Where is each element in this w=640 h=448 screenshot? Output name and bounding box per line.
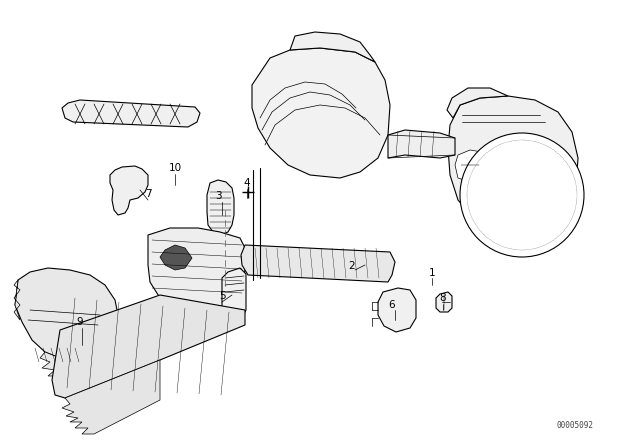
Circle shape <box>55 298 75 318</box>
Polygon shape <box>148 228 245 310</box>
Polygon shape <box>207 180 234 235</box>
Polygon shape <box>388 130 455 158</box>
Text: 00005092: 00005092 <box>557 421 593 430</box>
Polygon shape <box>62 100 200 127</box>
Polygon shape <box>447 88 508 118</box>
Polygon shape <box>455 150 485 182</box>
Polygon shape <box>290 32 375 62</box>
Polygon shape <box>15 268 118 358</box>
Polygon shape <box>62 360 160 434</box>
Text: 7: 7 <box>145 189 151 199</box>
Polygon shape <box>241 245 395 282</box>
Text: 9: 9 <box>77 317 83 327</box>
Polygon shape <box>222 268 246 320</box>
Text: 6: 6 <box>388 300 396 310</box>
Polygon shape <box>110 166 148 215</box>
Text: 3: 3 <box>214 191 221 201</box>
Ellipse shape <box>182 261 202 275</box>
Text: 1: 1 <box>429 268 435 278</box>
Ellipse shape <box>299 122 321 138</box>
Polygon shape <box>75 352 95 380</box>
Polygon shape <box>436 292 452 312</box>
Text: 4: 4 <box>244 178 250 188</box>
Polygon shape <box>160 245 192 270</box>
Polygon shape <box>40 352 60 376</box>
Polygon shape <box>252 48 390 178</box>
Text: 10: 10 <box>168 163 182 173</box>
Circle shape <box>460 133 584 257</box>
Polygon shape <box>378 288 416 332</box>
Text: 5: 5 <box>219 291 225 301</box>
Ellipse shape <box>125 183 135 197</box>
Polygon shape <box>14 280 20 320</box>
Polygon shape <box>448 96 578 235</box>
Text: 2: 2 <box>349 261 355 271</box>
Polygon shape <box>52 295 245 398</box>
Text: 8: 8 <box>440 293 446 303</box>
